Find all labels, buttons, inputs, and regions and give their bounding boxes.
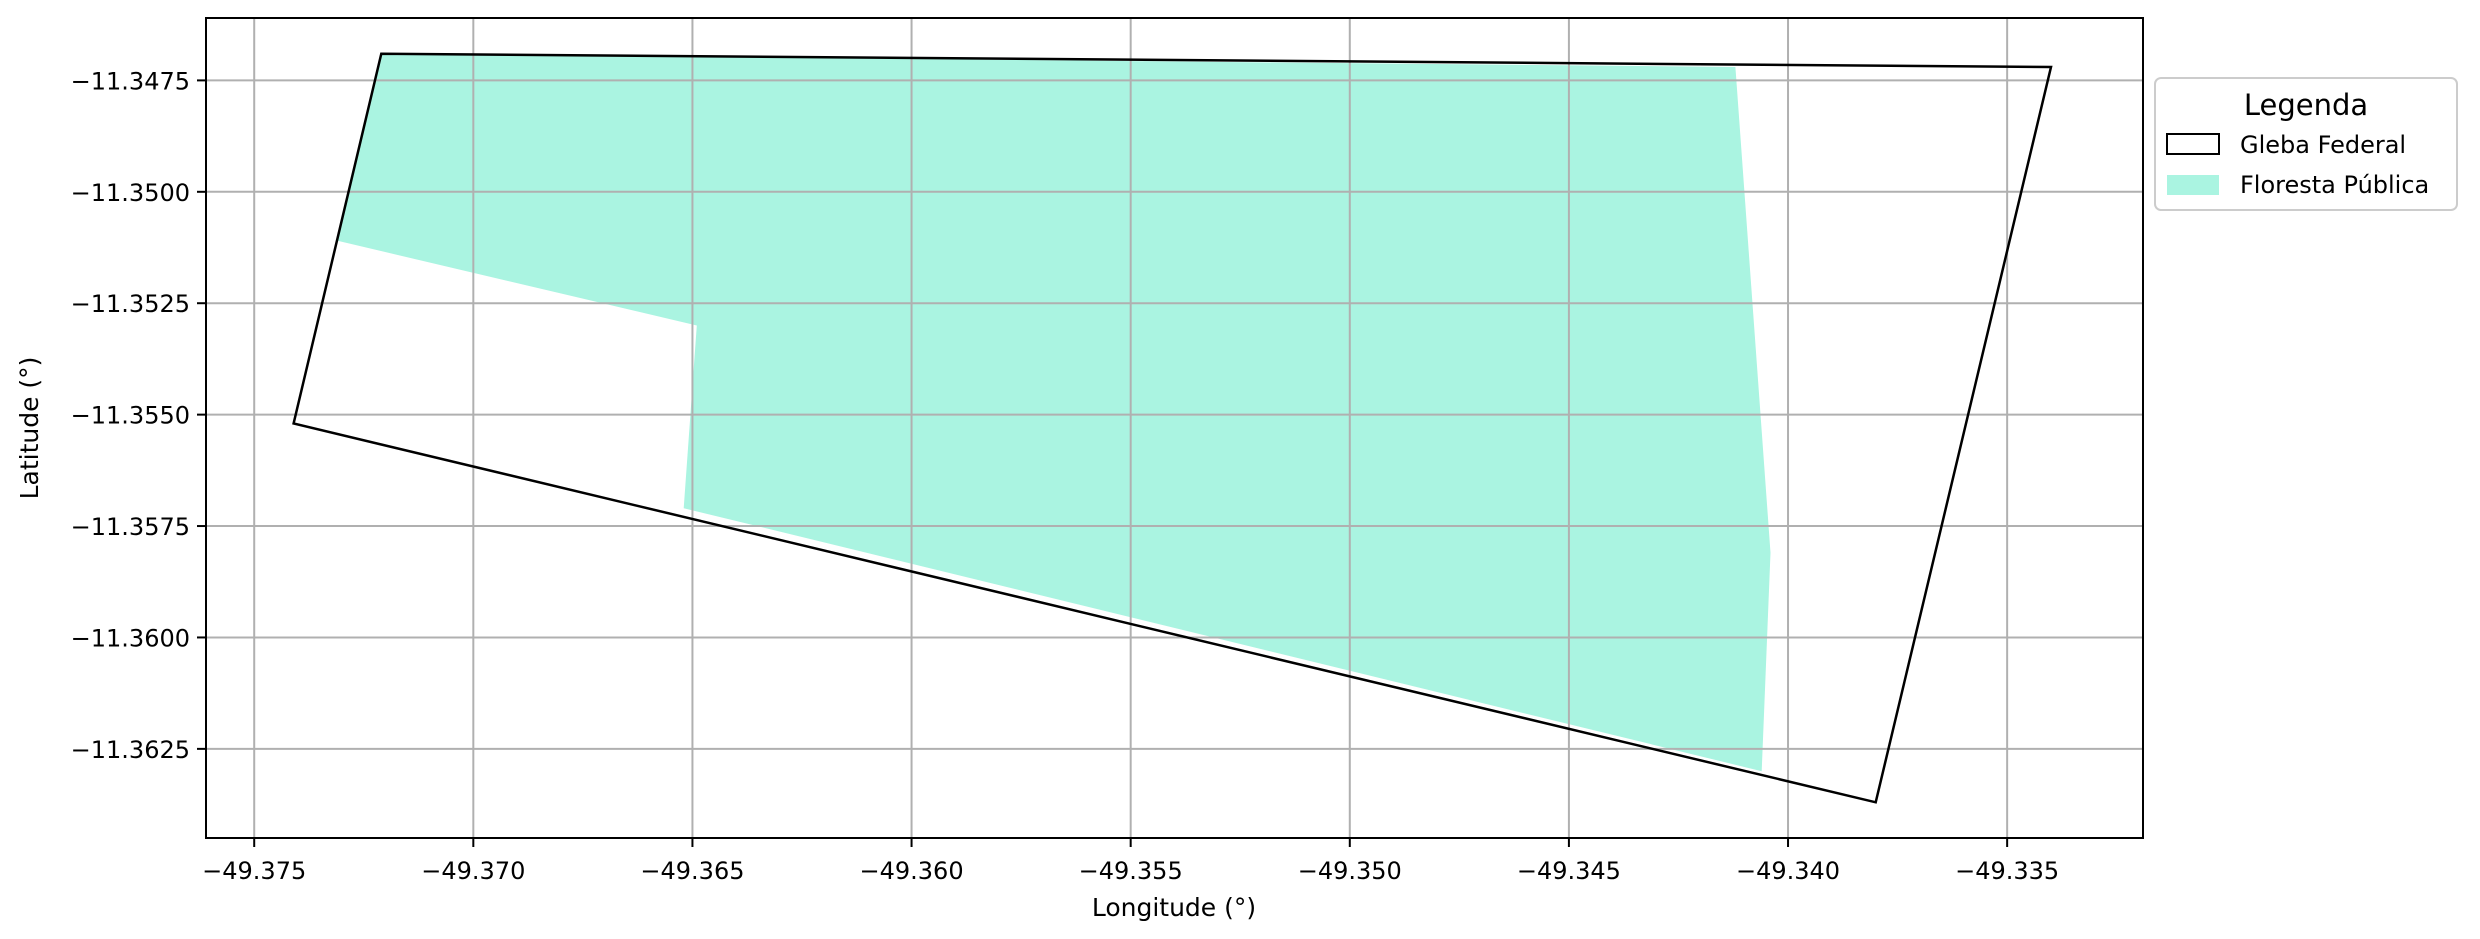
x-tick-label: −49.355 — [1079, 857, 1183, 885]
plot-area — [205, 17, 2144, 839]
gleba-layer-group — [292, 52, 2053, 804]
legend: Legenda Gleba Federal Floresta Pública — [2154, 77, 2458, 211]
x-axis-label: Longitude (°) — [1092, 893, 1256, 922]
plot-frame — [205, 17, 2144, 839]
x-tick-label: −49.375 — [202, 857, 306, 885]
legend-swatch-floresta-publica — [2167, 175, 2219, 195]
floresta-publica-polygon — [337, 53, 1771, 772]
legend-label-gleba-federal: Gleba Federal — [2240, 131, 2406, 159]
legend-box — [2154, 77, 2458, 211]
legend-label-floresta-publica: Floresta Pública — [2240, 171, 2429, 199]
x-tick-label: −49.345 — [1517, 857, 1621, 885]
y-tick-label: −11.3500 — [71, 179, 190, 207]
y-tick-label: −11.3475 — [71, 67, 190, 95]
y-tick-label: −11.3625 — [71, 736, 190, 764]
x-tick-label: −49.350 — [1298, 857, 1402, 885]
x-tick-label: −49.340 — [1736, 857, 1840, 885]
y-tick-label: −11.3575 — [71, 513, 190, 541]
y-axis-label: Latitude (°) — [15, 357, 44, 500]
x-tick-label: −49.360 — [860, 857, 964, 885]
x-axis-ticks: −49.375 −49.370 −49.365 −49.360 −49.355 −49.3… — [202, 838, 2059, 885]
y-tick-label: −11.3550 — [71, 402, 190, 430]
x-tick-label: −49.365 — [640, 857, 744, 885]
y-axis-ticks: −11.3475 −11.3500 −11.3525 −11.3550 −11.3575… — [71, 67, 206, 764]
legend-title: Legenda — [2244, 88, 2368, 122]
forest-layer-group — [337, 53, 1771, 772]
grid-lines — [206, 18, 2143, 838]
y-tick-label: −11.3600 — [71, 624, 190, 652]
legend-swatch-gleba-federal — [2166, 133, 2220, 155]
gleba-federal-polygon — [292, 52, 2053, 804]
x-tick-label: −49.370 — [421, 857, 525, 885]
x-tick-label: −49.335 — [1955, 857, 2059, 885]
y-tick-label: −11.3525 — [71, 290, 190, 318]
